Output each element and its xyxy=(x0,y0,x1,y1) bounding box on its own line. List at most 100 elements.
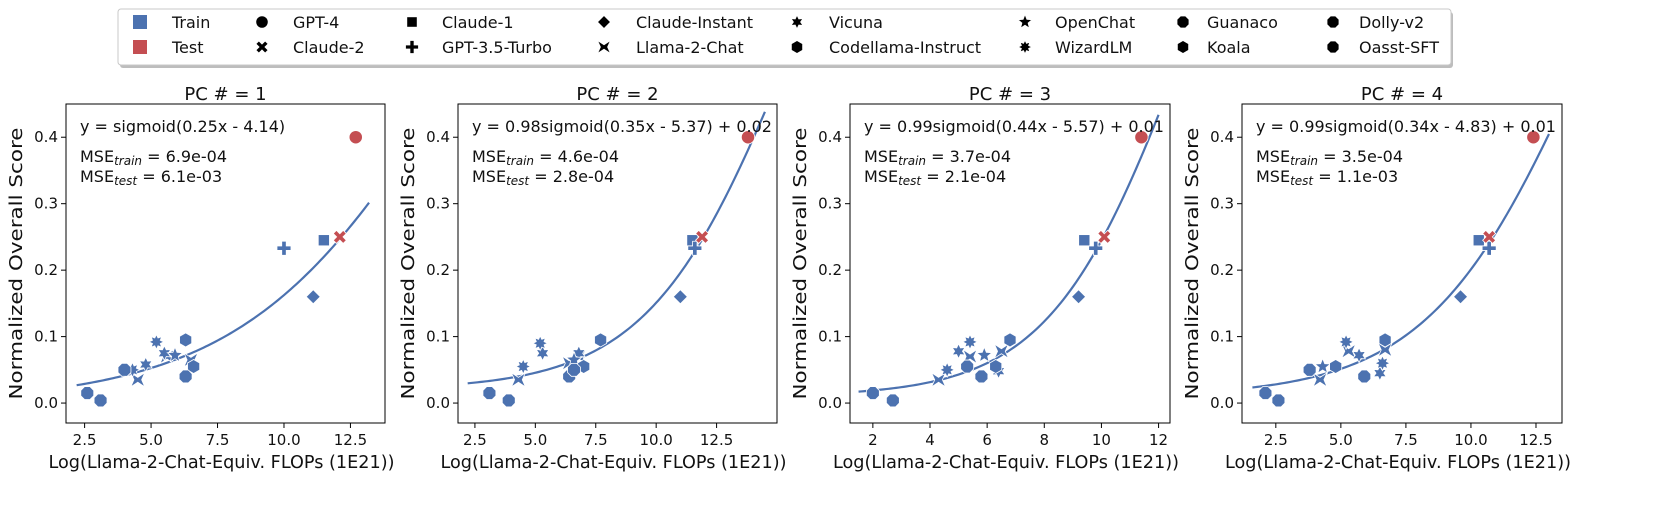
point-guanaco xyxy=(960,359,975,374)
fit-formula: y = 0.99sigmoid(0.34x - 4.83) + 0.01 xyxy=(1256,117,1556,136)
legend-item-guanaco-label: Guanaco xyxy=(1207,13,1278,32)
point-wizardlm xyxy=(1374,354,1391,372)
x-tick-label: 5.0 xyxy=(1329,431,1353,449)
point-claude-instant xyxy=(1071,289,1087,305)
point-gpt-3-5-turbo xyxy=(687,240,703,256)
x-tick-label: 2 xyxy=(868,431,878,449)
mse-train: MSEtrain = 3.5e-04 xyxy=(1256,147,1403,168)
point-oasst-sft xyxy=(1271,393,1286,408)
legend-item-claude-1: Claude-1 xyxy=(406,13,514,32)
fit-formula: y = 0.99sigmoid(0.44x - 5.57) + 0.01 xyxy=(864,117,1164,136)
point-codellama-instruct xyxy=(1378,332,1392,348)
x-tick-label: 12 xyxy=(1149,431,1168,449)
x-tick-label: 2.5 xyxy=(1264,431,1288,449)
legend-item-gpt-3-5-turbo-label: GPT-3.5-Turbo xyxy=(442,38,552,57)
y-tick-label: 0.0 xyxy=(34,394,58,412)
panel-title: PC # = 1 xyxy=(184,84,266,105)
panel-title: PC # = 2 xyxy=(576,84,658,105)
panel-4: PC # = 4 0.0 0.1 0.2 0.3 0.4 2.5 5.0 7.5 10.0 12.5… xyxy=(1182,84,1571,473)
point-llama-2-chat xyxy=(993,343,1010,360)
legend-item-wizardlm: WizardLM xyxy=(1017,38,1132,57)
x-tick-label: 7.5 xyxy=(206,431,230,449)
point-llama-2-chat xyxy=(510,371,527,388)
point-openchat xyxy=(1313,357,1332,374)
legend-item-gpt-4-label: GPT-4 xyxy=(293,13,339,32)
point-wizardlm xyxy=(961,333,979,351)
y-tick-label: 0.3 xyxy=(818,195,842,213)
legend-item-dolly-v2-marker xyxy=(1326,15,1340,29)
x-tick-label: 7.5 xyxy=(1394,431,1418,449)
x-tick-label: 12.5 xyxy=(700,431,733,449)
mse-test: MSEtest = 2.1e-04 xyxy=(864,167,1006,188)
x-tick-label: 10 xyxy=(1092,431,1111,449)
point-guanaco xyxy=(117,362,132,377)
legend-item-codellama-instruct-label: Codellama-Instruct xyxy=(829,38,981,57)
point-koala xyxy=(1329,359,1343,374)
y-tick-label: 0.2 xyxy=(818,261,842,279)
mse-train: MSEtrain = 6.9e-04 xyxy=(80,147,227,168)
point-wizardlm xyxy=(1337,333,1355,351)
legend-item-train: Train xyxy=(133,13,210,32)
mse-test-value: = 2.1e-04 xyxy=(921,167,1006,186)
point-vicuna xyxy=(1351,346,1367,364)
x-tick-label: 12.5 xyxy=(1519,431,1552,449)
point-vicuna xyxy=(951,342,966,360)
x-tick-label: 5.0 xyxy=(523,431,547,449)
legend-item-claude-2-marker xyxy=(255,40,269,54)
point-vicuna xyxy=(571,344,587,362)
mse-train-value: = 4.6e-04 xyxy=(534,147,619,166)
point-koala xyxy=(989,359,1003,374)
point-vicuna xyxy=(157,344,172,362)
point-guanaco xyxy=(1357,369,1372,384)
legend-item-openchat: OpenChat xyxy=(1016,13,1135,32)
panels: PC # = 1 0.0 0.1 0.2 0.3 0.4 2.5 5.0 7.5 10.0 12.5… xyxy=(6,84,1571,473)
mse-test-value: = 1.1e-03 xyxy=(1313,167,1398,186)
point-claude-1 xyxy=(1078,234,1091,247)
point-claude-instant xyxy=(1452,289,1469,305)
x-axis-label: Log(Llama-2-Chat-Equiv. FLOPs (1E21)) xyxy=(833,452,1179,473)
fit-curve xyxy=(1252,133,1550,389)
point-claude-2 xyxy=(1482,229,1497,245)
panel-3: PC # = 3 0.0 0.1 0.2 0.3 0.4 2 4 6 8 10 12 Log(Llama… xyxy=(790,84,1179,473)
point-claude-instant xyxy=(672,289,688,305)
plot-frame xyxy=(849,103,1171,424)
legend-item-koala-label: Koala xyxy=(1207,38,1251,57)
y-tick-label: 0.1 xyxy=(818,328,842,346)
point-oasst-sft xyxy=(885,393,900,408)
y-tick-label: 0.4 xyxy=(1210,128,1234,146)
x-tick-label: 6 xyxy=(982,431,992,449)
legend-item-test: Test xyxy=(133,38,204,57)
y-tick-label: 0.1 xyxy=(426,328,450,346)
legend-item-claude-2: Claude-2 xyxy=(255,38,365,57)
point-oasst-sft xyxy=(93,393,108,408)
point-claude-2 xyxy=(332,229,347,245)
y-tick-label: 0.3 xyxy=(34,195,58,213)
fit-curve xyxy=(858,114,1160,393)
y-tick-label: 0.2 xyxy=(426,261,450,279)
point-wizardlm xyxy=(531,334,549,352)
x-tick-label: 8 xyxy=(1040,431,1050,449)
y-tick-label: 0.3 xyxy=(1210,195,1234,213)
x-tick-label: 12.5 xyxy=(334,431,367,449)
legend-item-wizardlm-marker xyxy=(1017,39,1033,55)
point-vicuna xyxy=(138,356,153,373)
legend-item-train-swatch xyxy=(133,15,147,29)
legend-item-claude-1-marker xyxy=(406,16,418,28)
x-tick-label: 5.0 xyxy=(139,431,163,449)
mse-train: MSEtrain = 3.7e-04 xyxy=(864,147,1011,168)
y-tick-label: 0.3 xyxy=(426,195,450,213)
mse-test: MSEtest = 2.8e-04 xyxy=(472,167,614,188)
point-gpt-4 xyxy=(740,130,756,145)
point-claude-1 xyxy=(317,234,330,247)
point-codellama-instruct xyxy=(1003,332,1017,348)
legend-item-codellama-instruct-marker xyxy=(790,40,804,54)
point-wizardlm xyxy=(514,358,532,375)
legend-item-llama-2-chat: Llama-2-Chat xyxy=(596,38,744,57)
point-gpt-4 xyxy=(1526,130,1541,145)
legend-item-wizardlm-label: WizardLM xyxy=(1055,38,1132,57)
mse-train-value: = 6.9e-04 xyxy=(142,147,227,166)
legend-item-claude-1-label: Claude-1 xyxy=(442,13,514,32)
legend-item-dolly-v2-label: Dolly-v2 xyxy=(1359,13,1424,32)
point-guanaco xyxy=(1302,362,1317,377)
